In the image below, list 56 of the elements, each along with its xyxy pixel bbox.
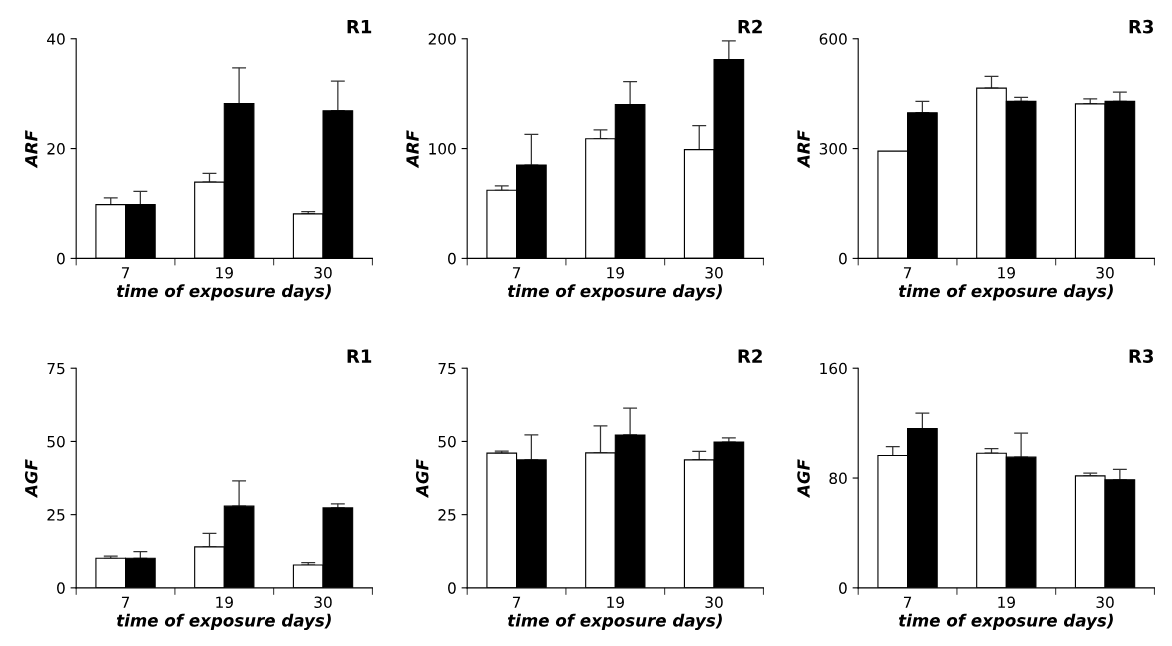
y-axis-title: ARF [406,130,419,169]
x-tick-label: 7 [903,596,912,608]
y-tick-label: 0 [448,252,456,265]
y-tick-label: 75 [438,362,456,375]
chart-title: R1 [347,349,372,363]
y-tick-label: 20 [47,143,65,155]
y-tick-label: 600 [819,33,847,45]
x-tick-label: 7 [121,267,130,279]
y-tick-label: 200 [428,33,456,45]
x-tick-label: 19 [607,596,624,609]
x-tick-label: 30 [314,267,332,279]
y-tick-label: 300 [819,143,847,155]
chart-title: R3 [1129,349,1153,363]
x-tick-label: 7 [512,596,521,608]
y-tick-label: 25 [438,509,456,521]
x-axis-title: time of exposure days) [898,613,1113,631]
chart-title: R1 [347,20,372,34]
y-axis-title: AGF [797,459,810,499]
x-tick-label: 19 [216,267,233,279]
x-tick-label: 30 [314,596,332,609]
y-tick-label: 0 [57,252,65,265]
x-tick-label: 7 [903,267,912,279]
y-axis-title: AGF [415,459,429,499]
y-tick-label: 50 [47,435,65,448]
y-tick-label: 25 [47,509,65,521]
y-tick-label: 0 [57,582,65,594]
y-axis-title: AGF [24,459,38,499]
y-tick-label: 80 [829,472,847,485]
x-tick-label: 19 [998,596,1015,609]
x-tick-label: 30 [1096,596,1114,609]
y-axis-title: ARF [797,130,810,169]
y-tick-label: 50 [438,435,456,448]
x-tick-label: 7 [512,267,521,279]
x-tick-label: 19 [998,267,1015,279]
y-tick-label: 100 [429,143,456,155]
x-tick-label: 19 [216,596,233,609]
x-tick-label: 7 [121,596,130,608]
x-axis-title: time of exposure days) [507,613,722,631]
x-tick-label: 19 [607,267,624,279]
x-tick-label: 30 [1096,267,1114,279]
chart-title: R2 [738,349,762,363]
y-tick-label: 40 [47,33,65,45]
x-axis-title: time of exposure days) [116,613,331,631]
y-tick-label: 0 [839,582,847,594]
y-tick-label: 0 [839,252,847,265]
y-tick-label: 160 [820,362,847,375]
x-axis-title: time of exposure days) [898,284,1113,301]
y-axis-title: ARF [25,130,38,169]
x-axis-title: time of exposure days) [116,284,331,301]
chart-title: R3 [1129,19,1153,34]
chart-title: R2 [738,19,762,34]
x-axis-title: time of exposure days) [507,284,722,301]
x-tick-label: 30 [705,596,723,609]
y-tick-label: 0 [448,582,456,594]
y-tick-label: 75 [47,362,65,375]
x-tick-label: 30 [705,267,723,279]
